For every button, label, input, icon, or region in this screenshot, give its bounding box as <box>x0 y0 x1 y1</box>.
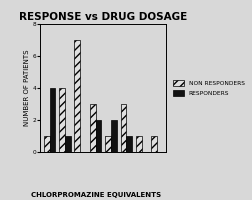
Legend: NON RESPONDERS, RESPONDERS: NON RESPONDERS, RESPONDERS <box>171 77 247 99</box>
Bar <box>50 88 55 152</box>
Bar <box>111 120 117 152</box>
Bar <box>126 136 132 152</box>
Bar <box>59 88 65 152</box>
Bar <box>74 40 80 152</box>
Text: CHLORPROMAZINE EQUIVALENTS: CHLORPROMAZINE EQUIVALENTS <box>31 192 161 198</box>
Bar <box>96 120 102 152</box>
Bar <box>136 136 142 152</box>
Bar <box>90 104 96 152</box>
Bar <box>120 104 126 152</box>
Bar <box>151 136 157 152</box>
Y-axis label: NUMBER OF PATIENTS: NUMBER OF PATIENTS <box>24 50 30 126</box>
Bar <box>44 136 50 152</box>
Title: RESPONSE vs DRUG DOSAGE: RESPONSE vs DRUG DOSAGE <box>19 12 187 22</box>
Bar <box>105 136 111 152</box>
Bar <box>65 136 71 152</box>
